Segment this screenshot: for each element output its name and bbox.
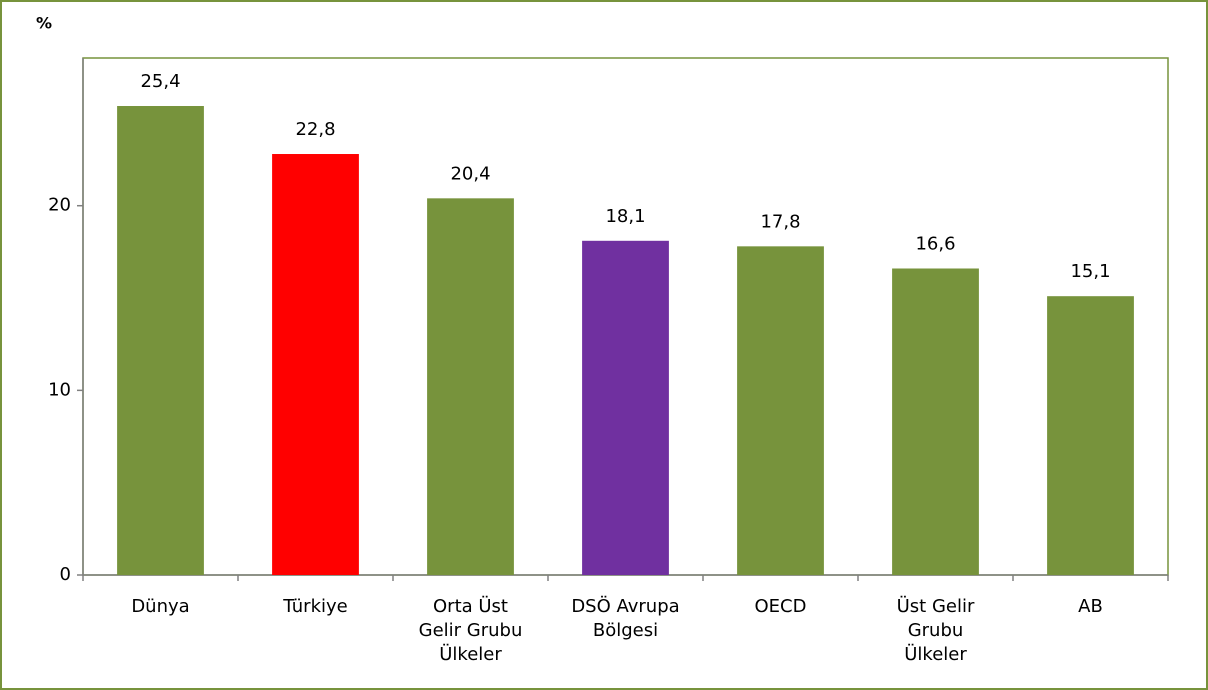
x-tick-label: Üst Gelir Grubu Ülkeler — [896, 596, 975, 665]
x-tick-label: Türkiye — [283, 596, 348, 617]
bar — [582, 240, 669, 575]
bar — [272, 154, 359, 575]
bar — [427, 198, 514, 576]
bar — [892, 268, 979, 575]
data-label: 22,8 — [295, 119, 335, 140]
bar — [737, 246, 824, 576]
bar — [117, 106, 204, 575]
y-tick-label: 10 — [48, 379, 71, 400]
y-tick-label: 0 — [60, 564, 71, 585]
x-tick-label: Dünya — [131, 596, 190, 617]
data-label: 15,1 — [1070, 261, 1110, 282]
bar — [1047, 296, 1134, 575]
data-label: 17,8 — [760, 211, 800, 232]
data-label: 16,6 — [915, 233, 955, 254]
data-label: 18,1 — [605, 206, 645, 227]
x-tick-label: DSÖ Avrupa Bölgesi — [571, 596, 680, 641]
x-tick-label: AB — [1078, 596, 1103, 617]
data-label: 20,4 — [450, 163, 490, 184]
y-axis-label: % — [36, 14, 52, 33]
x-tick-label: OECD — [754, 596, 807, 617]
y-tick-label: 20 — [48, 195, 71, 216]
x-tick-label: Orta Üst Gelir Grubu Ülkeler — [418, 596, 523, 665]
data-label: 25,4 — [140, 71, 180, 92]
